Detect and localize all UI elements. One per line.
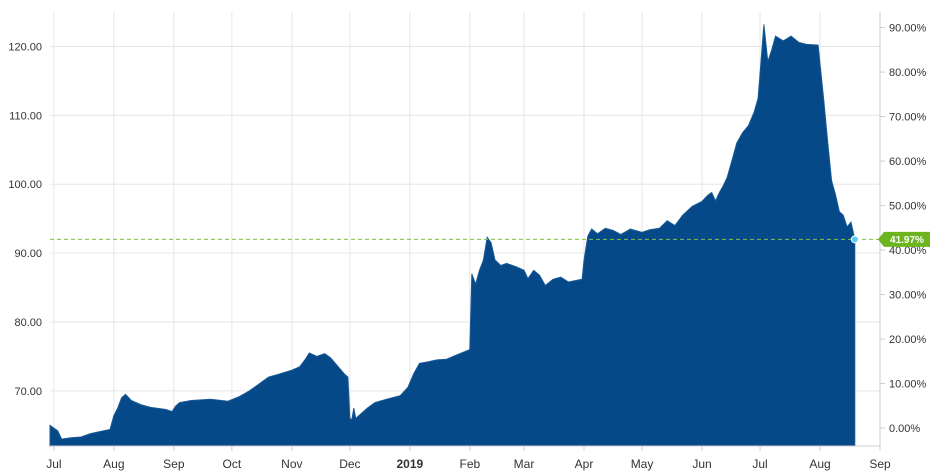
last-value-label: 41.97% <box>890 235 924 246</box>
y2-tick-label: 0.00% <box>889 423 920 435</box>
last-value-badge <box>878 231 930 247</box>
x-tick-label: Nov <box>281 457 302 471</box>
y2-tick-label: 70.00% <box>889 112 927 124</box>
x-tick-label: 2019 <box>397 457 424 471</box>
y2-tick-label: 40.00% <box>889 245 927 257</box>
y2-tick-label: 20.00% <box>889 334 927 346</box>
x-tick-label: Jul <box>752 457 767 471</box>
y-tick-label: 80.00 <box>14 317 42 329</box>
x-axis: Jul Aug Sep Oct Nov Dec 2019 Feb Mar Apr May Jun Jul… <box>46 445 891 471</box>
y2-tick-label: 90.00% <box>889 23 927 35</box>
last-value-marker: 41.97% <box>850 231 930 247</box>
last-point-dot <box>850 235 859 244</box>
y-axis-left: 70.00 80.00 90.00 100.00 110.00 120.00 <box>8 41 42 397</box>
y2-tick-label: 30.00% <box>889 290 927 302</box>
series-area-fill <box>49 24 856 447</box>
y-tick-label: 110.00 <box>9 110 42 122</box>
x-tick-label: Aug <box>103 457 124 471</box>
x-tick-label: Oct <box>223 457 242 471</box>
x-tick-label: Dec <box>339 457 360 471</box>
y-tick-label: 70.00 <box>14 386 42 398</box>
x-tick-label: Sep <box>869 457 891 471</box>
y-tick-label: 120.00 <box>8 41 42 53</box>
y2-tick-label: 50.00% <box>889 201 927 213</box>
x-tick-label: Apr <box>575 457 594 471</box>
x-tick-label: Feb <box>459 457 480 471</box>
x-tick-label: Sep <box>163 457 185 471</box>
y2-tick-label: 80.00% <box>889 67 927 79</box>
y-tick-label: 90.00 <box>14 248 42 260</box>
y-axis-right: 0.00% 10.00% 20.00% 30.00% 40.00% 50.00% 60.00… <box>879 12 927 446</box>
x-tick-label: Mar <box>514 457 535 471</box>
y-tick-label: 100.00 <box>8 179 42 191</box>
x-tick-label: May <box>631 457 654 471</box>
x-tick-label: Jun <box>692 457 711 471</box>
x-tick-label: Jul <box>46 457 61 471</box>
y2-tick-label: 10.00% <box>889 379 927 391</box>
y2-tick-label: 60.00% <box>889 156 927 168</box>
x-tick-label: Aug <box>809 457 830 471</box>
series-area <box>49 24 856 447</box>
